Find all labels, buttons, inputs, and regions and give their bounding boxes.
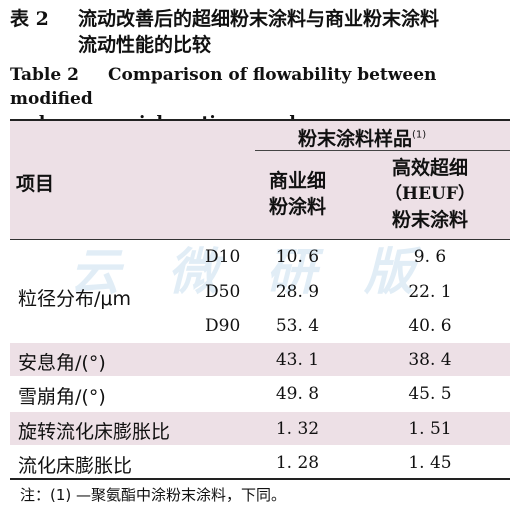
cell-bed-heuf: 1. 45 <box>408 453 452 473</box>
top-rule <box>10 119 510 121</box>
cell-d50-commercial: 28. 9 <box>275 282 320 302</box>
cell-avalanche-commercial: 49. 8 <box>275 384 320 404</box>
particle-size-label: 粒径分布/μm <box>18 288 131 310</box>
sub-label-d50: D50 <box>205 282 241 302</box>
label-rotating-bed-expansion: 旋转流化床膨胀比 <box>18 421 171 443</box>
group-header-note: (1) <box>412 129 427 141</box>
cell-avalanche-heuf: 45. 5 <box>408 384 452 404</box>
col-heuf-header: 高效超细 （HEUF） 粉末涂料 <box>385 157 475 231</box>
caption-en-line1: Comparison of flowability between modifi… <box>10 65 437 109</box>
table-footnote: 注：(1) —聚氨酯中涂粉末涂料，下同。 <box>20 486 287 504</box>
sub-label-d90: D90 <box>205 316 241 336</box>
table-number-en: Table 2 <box>10 65 79 85</box>
header-rule <box>10 239 510 240</box>
label-bed-expansion: 流化床膨胀比 <box>18 455 133 477</box>
cell-d90-commercial: 53. 4 <box>275 316 320 336</box>
row-band-rotating-bed <box>10 412 510 445</box>
cell-bed-commercial: 1. 28 <box>275 453 320 473</box>
group-rule <box>255 150 510 151</box>
col-commercial-header: 商业细 粉涂料 <box>268 170 326 218</box>
sub-label-d10: D10 <box>205 247 241 267</box>
cell-rotating-heuf: 1. 51 <box>408 419 452 439</box>
cell-d90-heuf: 40. 6 <box>408 316 452 336</box>
label-angle-of-repose: 安息角/(°) <box>18 352 106 374</box>
label-avalanche-angle: 雪崩角/(°) <box>18 386 106 408</box>
group-header: 粉末涂料样品(1) <box>298 128 427 150</box>
cell-rotating-commercial: 1. 32 <box>275 419 320 439</box>
item-header: 项目 <box>16 173 55 195</box>
caption-cn-line1: 流动改善后的超细粉末涂料与商业粉末涂料 <box>78 8 440 30</box>
cell-repose-heuf: 38. 4 <box>408 350 452 370</box>
watermark: 云微研版 <box>70 243 462 301</box>
table-number-cn: 表 2 <box>10 8 49 30</box>
table-header-background <box>10 121 510 239</box>
caption-chinese: 表 2 流动改善后的超细粉末涂料与商业粉末涂料 流动性能的比较 <box>10 6 515 58</box>
cell-repose-commercial: 43. 1 <box>275 350 320 370</box>
row-band-angle-of-repose <box>10 343 510 376</box>
bottom-rule <box>10 478 510 480</box>
cell-d10-heuf: 9. 6 <box>413 247 447 267</box>
caption-cn-line2: 流动性能的比较 <box>78 34 212 56</box>
cell-d50-heuf: 22. 1 <box>408 282 452 302</box>
cell-d10-commercial: 10. 6 <box>275 247 320 267</box>
